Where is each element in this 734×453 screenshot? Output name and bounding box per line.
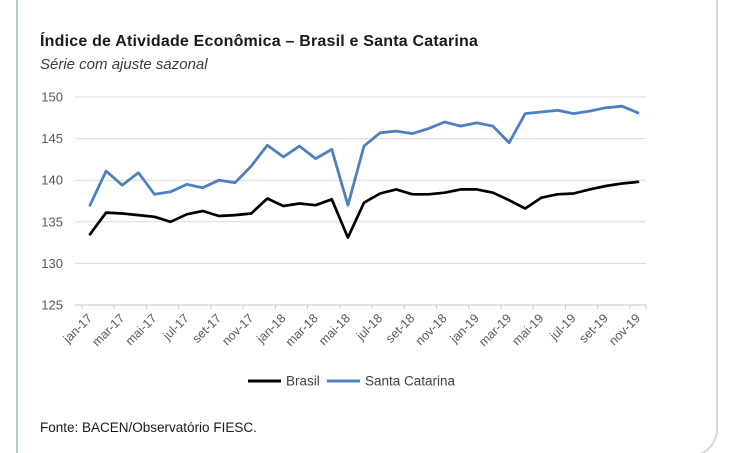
- x-axis-tick-label: set-18: [383, 311, 417, 345]
- y-axis-tick-label: 135: [41, 214, 63, 229]
- chart-subtitle: Série com ajuste sazonal: [40, 56, 208, 73]
- source-note: Fonte: BACEN/Observatório FIESC.: [40, 420, 257, 435]
- panel-right-border: [640, 0, 718, 453]
- x-axis-tick-label: mai-17: [123, 311, 160, 348]
- y-axis-tick-label: 140: [41, 173, 63, 188]
- x-axis-tick-label: nov-19: [606, 311, 643, 348]
- x-axis-tick-label: jul-19: [546, 311, 578, 343]
- x-axis-tick-label: mai-18: [316, 311, 353, 348]
- legend-label-santa-catarina: Santa Catarina: [365, 374, 456, 389]
- x-axis-tick-label: jul-17: [160, 311, 192, 343]
- y-axis-tick-label: 150: [41, 90, 63, 105]
- x-axis-tick-label: mar-18: [283, 311, 321, 349]
- x-axis-tick-label: mar-17: [89, 311, 127, 349]
- x-axis-tick-label: jan-19: [447, 311, 482, 346]
- chart-title: Índice de Atividade Econômica – Brasil e…: [40, 33, 479, 50]
- x-axis-tick-label: mar-19: [476, 311, 514, 349]
- panel-left-border: [16, 0, 18, 453]
- legend-label-brasil: Brasil: [286, 374, 320, 389]
- x-axis-tick-label: set-19: [576, 311, 610, 345]
- x-axis-tick-label: set-17: [190, 311, 224, 345]
- series-line-santa-catarina: [88, 104, 640, 207]
- y-axis-tick-label: 125: [41, 298, 63, 313]
- x-axis-tick-label: nov-18: [413, 311, 450, 348]
- x-axis-tick-label: jan-17: [60, 311, 95, 346]
- x-axis-tick-label: jan-18: [253, 311, 288, 346]
- x-axis-tick-label: nov-17: [219, 311, 256, 348]
- y-axis-tick-label: 130: [41, 256, 63, 271]
- x-axis-tick-label: mai-19: [509, 311, 546, 348]
- y-axis-tick-label: 145: [41, 131, 63, 146]
- x-axis-tick-label: jul-18: [353, 311, 385, 343]
- series-line-brasil: [88, 180, 640, 239]
